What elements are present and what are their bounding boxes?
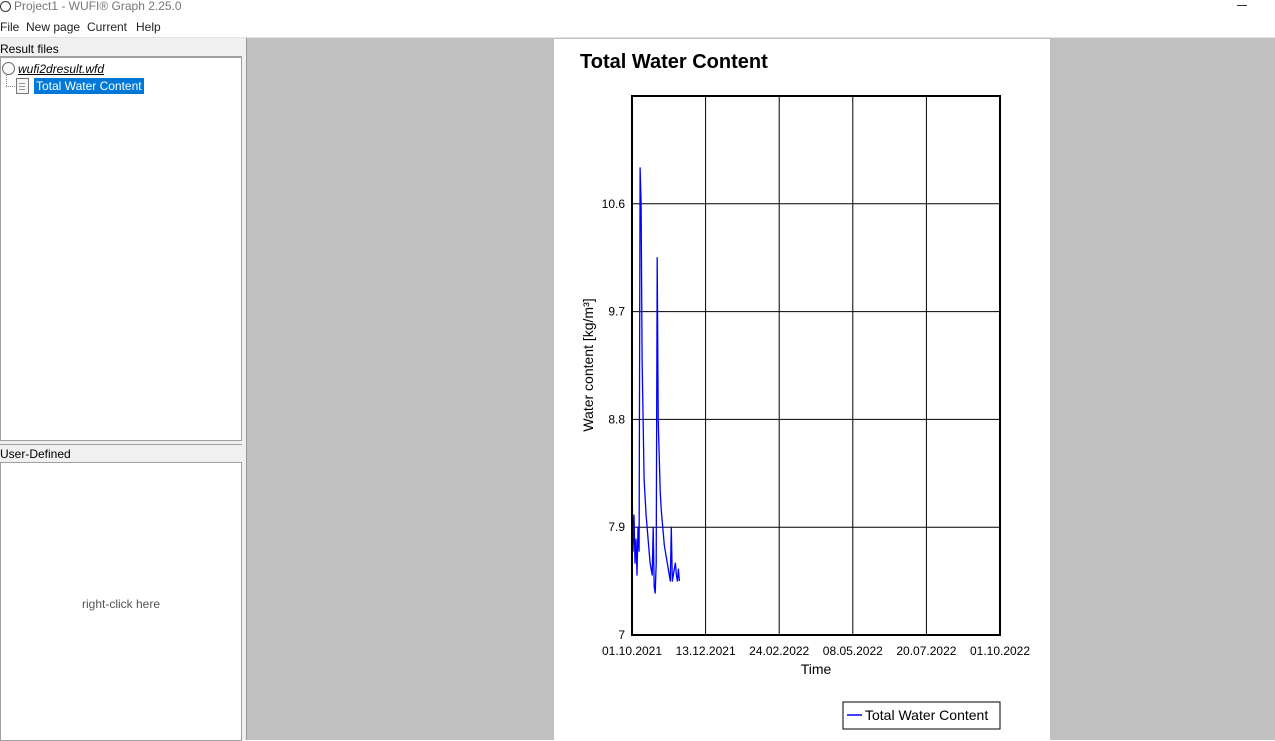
x-tick-label: 13.12.2021 bbox=[676, 644, 736, 658]
result-files-title: Result files bbox=[0, 42, 59, 56]
minimize-button[interactable] bbox=[1236, 0, 1250, 12]
y-axis-ticks: 7 7.9 8.8 9.7 10.6 bbox=[602, 197, 626, 642]
tree-connector bbox=[6, 75, 7, 86]
x-axis-ticks: 01.10.2021 13.12.2021 24.02.2022 08.05.2022… bbox=[602, 644, 1030, 658]
user-defined-header: User-Defined bbox=[0, 444, 242, 463]
tree-child-label[interactable]: Total Water Content bbox=[34, 78, 144, 94]
menu-help[interactable]: Help bbox=[136, 20, 161, 34]
user-defined-title: User-Defined bbox=[0, 447, 71, 461]
series-line-total-water-content bbox=[631, 167, 681, 594]
legend-label: Total Water Content bbox=[865, 707, 988, 723]
chart-title: Total Water Content bbox=[580, 51, 768, 73]
plot-frame bbox=[631, 95, 1001, 636]
result-file-icon bbox=[2, 62, 15, 75]
window-title: Project1 - WUFI® Graph 2.25.0 bbox=[14, 0, 182, 13]
y-tick-label: 7 bbox=[618, 628, 625, 642]
menu-file[interactable]: File bbox=[0, 20, 20, 34]
menu-current[interactable]: Current bbox=[87, 20, 128, 34]
y-tick-label: 8.8 bbox=[608, 412, 625, 426]
x-tick-label: 01.10.2021 bbox=[602, 644, 662, 658]
app-icon bbox=[0, 1, 11, 12]
y-axis-title: Water content [kg/m³] bbox=[580, 298, 596, 431]
menu-new-page[interactable]: New page bbox=[26, 20, 81, 34]
water-content-chart: Total Water Content 7 7.9 8.8 9.7 10.6 01.10… bbox=[580, 51, 1030, 730]
right-click-hint: right-click here bbox=[81, 597, 161, 611]
menu-bar: File New page Current Help bbox=[0, 18, 1275, 37]
y-tick-label: 10.6 bbox=[602, 197, 626, 211]
x-tick-label: 08.05.2022 bbox=[823, 644, 883, 658]
grid-layer bbox=[632, 96, 1000, 635]
tree-connector bbox=[6, 86, 15, 87]
y-tick-label: 9.7 bbox=[608, 305, 625, 319]
x-tick-label: 20.07.2022 bbox=[896, 644, 956, 658]
result-files-tree[interactable]: wufi2dresult.wfd Total Water Content bbox=[0, 57, 242, 441]
x-axis-title: Time bbox=[801, 661, 832, 677]
user-defined-area[interactable]: right-click here bbox=[0, 462, 242, 741]
x-tick-label: 01.10.2022 bbox=[970, 644, 1030, 658]
chart-legend: Total Water Content bbox=[842, 701, 1001, 730]
series-layer bbox=[631, 167, 681, 594]
menu-separator bbox=[0, 37, 1275, 38]
tree-file-label[interactable]: wufi2dresult.wfd bbox=[18, 62, 105, 76]
title-bar: Project1 - WUFI® Graph 2.25.0 bbox=[0, 0, 1275, 17]
document-icon bbox=[16, 78, 29, 94]
graph-page[interactable]: Total Water Content 7 7.9 8.8 9.7 10.6 01.10… bbox=[554, 39, 1050, 740]
legend-box bbox=[842, 701, 1001, 730]
left-panel: Result files wufi2dresult.wfd Total Wate… bbox=[0, 38, 246, 741]
result-files-header: Result files bbox=[0, 40, 242, 57]
y-tick-label: 7.9 bbox=[608, 520, 625, 534]
x-tick-label: 24.02.2022 bbox=[749, 644, 809, 658]
